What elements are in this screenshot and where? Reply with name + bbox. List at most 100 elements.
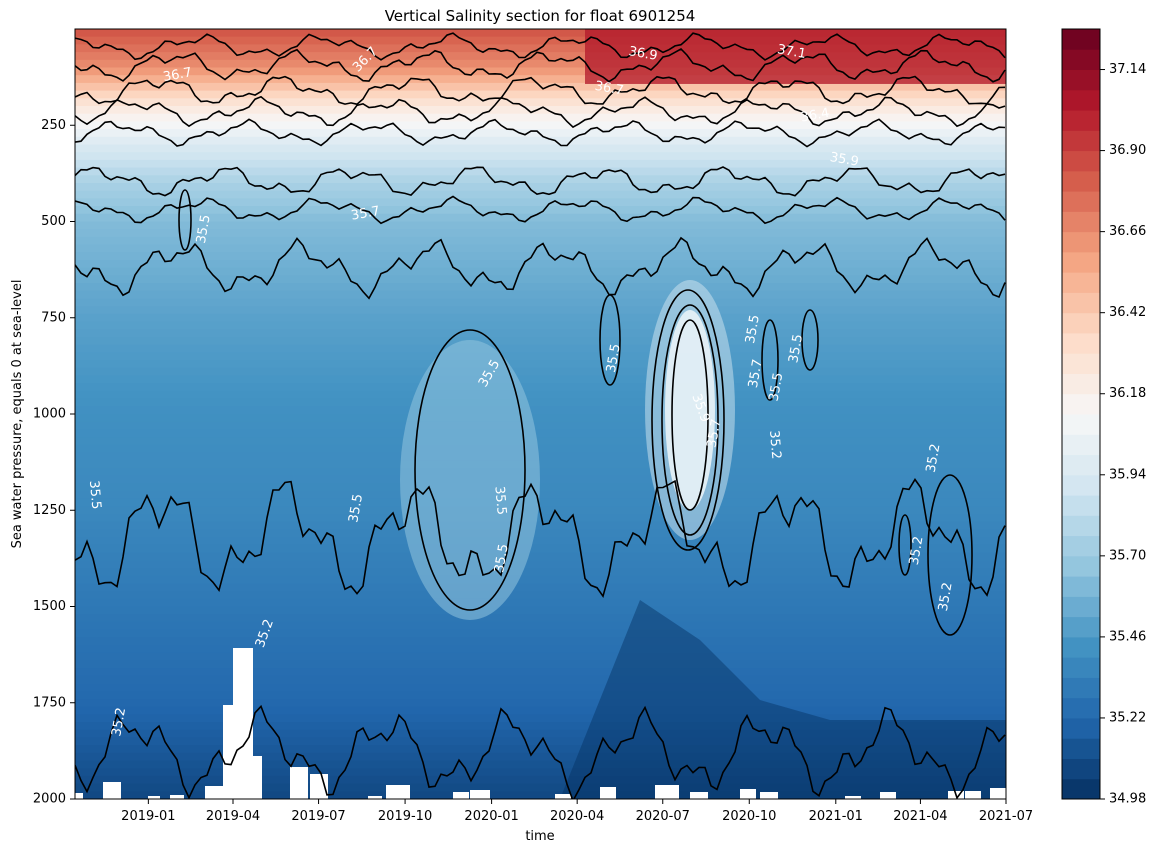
salinity-band bbox=[75, 52, 1006, 61]
colorbar-tick-label: 35.70 bbox=[1109, 548, 1146, 563]
colorbar-band bbox=[1062, 596, 1100, 618]
colorbar-band bbox=[1062, 332, 1100, 354]
salinity-band bbox=[75, 475, 1006, 484]
salinity-band bbox=[75, 290, 1006, 300]
closed-contour bbox=[599, 294, 621, 386]
salinity-band bbox=[75, 236, 1006, 246]
y-tick-label: 1750 bbox=[33, 695, 66, 710]
contour-label: 35.7 bbox=[350, 204, 381, 224]
salinity-band bbox=[75, 768, 1006, 777]
contour-label: 35.5 bbox=[786, 333, 806, 364]
closed-contour bbox=[671, 319, 709, 511]
colorbar-band bbox=[1062, 49, 1100, 71]
salinity-band bbox=[75, 275, 1006, 284]
salinity-band bbox=[75, 306, 1006, 315]
contour-line bbox=[75, 478, 1006, 599]
salinity-band bbox=[75, 729, 1006, 738]
salinity-band bbox=[75, 521, 1006, 531]
x-tick-label: 2019-01 bbox=[121, 809, 175, 824]
x-tick-label: 2020-04 bbox=[550, 809, 604, 824]
missing-data-gap bbox=[148, 796, 160, 799]
colorbar-band bbox=[1062, 515, 1100, 537]
chart-title: Vertical Salinity section for float 6901… bbox=[385, 7, 696, 25]
salinity-anomalies bbox=[400, 29, 1006, 799]
colorbar-band bbox=[1062, 677, 1100, 699]
contour-line bbox=[75, 95, 1006, 129]
colorbar-band bbox=[1062, 211, 1100, 233]
y-tick-label: 1500 bbox=[33, 599, 66, 614]
colorbar-tick-label: 35.46 bbox=[1109, 629, 1146, 644]
salinity-band bbox=[75, 175, 1006, 184]
salinity-band bbox=[75, 167, 1006, 176]
salinity-band bbox=[75, 544, 1006, 554]
salinity-band bbox=[75, 583, 1006, 592]
salinity-band bbox=[75, 683, 1006, 692]
x-tick-label: 2019-10 bbox=[378, 809, 432, 824]
colorbar-tick-label: 36.18 bbox=[1109, 386, 1146, 401]
salinity-band bbox=[75, 198, 1006, 207]
salinity-band bbox=[75, 414, 1006, 423]
salinity-band bbox=[75, 298, 1006, 307]
contour-line bbox=[75, 236, 1006, 300]
contour-label: 35.5 bbox=[194, 214, 214, 245]
missing-data-gap bbox=[233, 648, 253, 799]
colorbar-band bbox=[1062, 353, 1100, 374]
closed-contour bbox=[414, 329, 526, 611]
closed-contour bbox=[651, 289, 725, 551]
contour-label: 35.2 bbox=[766, 430, 783, 460]
colorbar-tick-label: 34.98 bbox=[1109, 792, 1146, 807]
contour-label: 35.9 bbox=[829, 150, 860, 170]
colorbar-band bbox=[1062, 231, 1100, 253]
salinity-band bbox=[75, 283, 1006, 292]
salinity-band bbox=[75, 783, 1006, 792]
colorbar-band bbox=[1062, 474, 1100, 496]
salinity-band bbox=[75, 213, 1006, 223]
salinity-band bbox=[75, 760, 1006, 769]
x-tick-label: 2021-04 bbox=[893, 809, 947, 824]
x-tick-label: 2020-10 bbox=[722, 809, 776, 824]
salinity-band bbox=[75, 113, 1006, 122]
salinity-band bbox=[75, 260, 1006, 269]
salinity-band bbox=[75, 221, 1006, 230]
closed-contour bbox=[898, 514, 912, 576]
salinity-band bbox=[75, 652, 1006, 661]
colorbar-band bbox=[1062, 373, 1100, 395]
missing-data-gap bbox=[470, 790, 490, 799]
y-axis-ticks: 250 500 750 1000 1250 1500 1750 2000 bbox=[33, 118, 75, 807]
contour-line bbox=[75, 195, 1006, 225]
salinity-band bbox=[75, 698, 1006, 708]
missing-data-gap bbox=[252, 756, 262, 799]
deep-salty-patch bbox=[560, 600, 1006, 799]
missing-data-gap bbox=[170, 795, 184, 799]
y-tick-label: 2000 bbox=[33, 792, 66, 807]
contour-line bbox=[75, 32, 1006, 61]
colorbar-band bbox=[1062, 414, 1100, 435]
colorbar-band bbox=[1062, 29, 1100, 50]
y-tick-label: 750 bbox=[41, 310, 66, 325]
contour-label: 35.5 bbox=[604, 343, 624, 374]
salinity-band bbox=[75, 406, 1006, 415]
x-tick-label: 2020-07 bbox=[636, 809, 690, 824]
x-tick-label: 2020-01 bbox=[464, 809, 518, 824]
colorbar-tick-label: 35.94 bbox=[1109, 467, 1146, 482]
missing-data-gap bbox=[845, 796, 861, 799]
missing-data-gaps bbox=[75, 648, 1006, 799]
salinity-band bbox=[75, 491, 1006, 500]
salinity-band bbox=[75, 514, 1006, 523]
colorbar-tick-label: 36.90 bbox=[1109, 143, 1146, 158]
colorbar-band bbox=[1062, 312, 1100, 334]
colorbar-band bbox=[1062, 657, 1100, 678]
contour-label: 35.2 bbox=[109, 706, 129, 737]
salinity-band bbox=[75, 560, 1006, 569]
colorbar-tick-label: 35.22 bbox=[1109, 710, 1146, 725]
contour-label: 35.7 bbox=[705, 418, 725, 449]
salinity-band bbox=[75, 529, 1006, 538]
salinity-field bbox=[75, 29, 1006, 799]
colorbar-frame bbox=[1061, 28, 1101, 800]
missing-data-gap bbox=[205, 786, 223, 799]
salinity-band bbox=[75, 352, 1006, 361]
salinity-band bbox=[75, 367, 1006, 377]
x-axis-ticks: 2019-01 2019-04 2019-07 2019-10 2020-01 2020-… bbox=[121, 799, 1033, 824]
contour-label: 36.9 bbox=[627, 44, 658, 64]
colorbar-band bbox=[1062, 89, 1100, 111]
